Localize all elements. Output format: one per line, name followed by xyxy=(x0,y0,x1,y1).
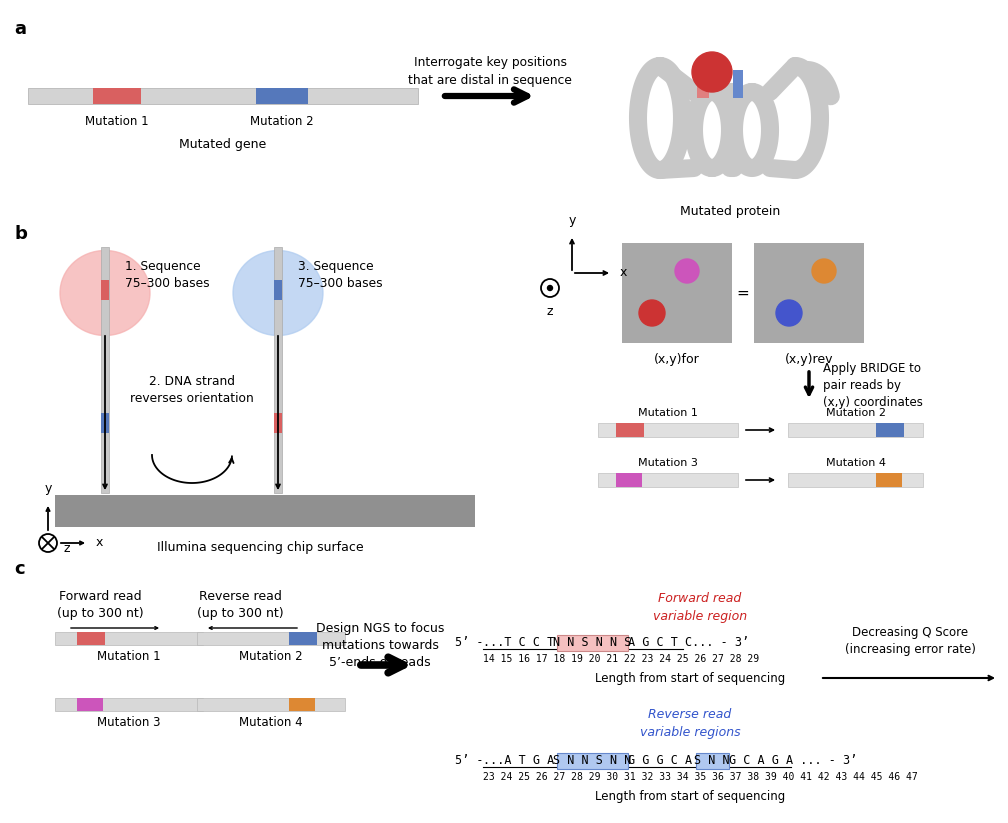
FancyBboxPatch shape xyxy=(788,473,923,487)
Text: Mutation 3: Mutation 3 xyxy=(97,716,160,729)
FancyBboxPatch shape xyxy=(101,280,109,300)
FancyBboxPatch shape xyxy=(101,413,109,433)
FancyBboxPatch shape xyxy=(197,632,345,645)
Text: Mutation 1: Mutation 1 xyxy=(86,115,149,128)
Text: S N N: S N N xyxy=(695,754,730,766)
FancyBboxPatch shape xyxy=(788,423,923,437)
Text: (x,y)rev: (x,y)rev xyxy=(785,353,834,366)
FancyBboxPatch shape xyxy=(876,473,902,487)
Circle shape xyxy=(547,286,552,291)
Circle shape xyxy=(692,52,732,92)
Text: A G C T C... - 3’: A G C T C... - 3’ xyxy=(628,635,749,649)
Text: y: y xyxy=(569,214,576,227)
FancyBboxPatch shape xyxy=(55,632,203,645)
Ellipse shape xyxy=(60,250,150,336)
FancyBboxPatch shape xyxy=(197,698,345,711)
Text: Decreasing Q Score
(increasing error rate): Decreasing Q Score (increasing error rat… xyxy=(845,626,976,656)
Circle shape xyxy=(639,300,665,326)
FancyBboxPatch shape xyxy=(598,423,738,437)
Text: Forward read
variable region: Forward read variable region xyxy=(653,592,747,623)
Text: Reverse read
variable regions: Reverse read variable regions xyxy=(640,708,740,739)
FancyBboxPatch shape xyxy=(598,473,738,487)
FancyBboxPatch shape xyxy=(696,753,729,769)
Text: Mutated protein: Mutated protein xyxy=(679,205,780,218)
FancyBboxPatch shape xyxy=(274,413,282,433)
Text: Mutation 2: Mutation 2 xyxy=(239,650,302,663)
FancyBboxPatch shape xyxy=(55,495,475,527)
FancyBboxPatch shape xyxy=(93,88,141,104)
Text: S N N S N N: S N N S N N xyxy=(553,754,632,766)
Text: Mutation 3: Mutation 3 xyxy=(638,458,698,468)
FancyBboxPatch shape xyxy=(77,632,105,645)
Text: c: c xyxy=(14,560,24,578)
Text: G C A G A ... - 3’: G C A G A ... - 3’ xyxy=(729,754,857,766)
Text: Reverse read
(up to 300 nt): Reverse read (up to 300 nt) xyxy=(197,590,283,620)
FancyBboxPatch shape xyxy=(616,423,644,437)
Text: Interrogate key positions
that are distal in sequence: Interrogate key positions that are dista… xyxy=(408,56,572,87)
Text: Mutation 1: Mutation 1 xyxy=(97,650,161,663)
Ellipse shape xyxy=(233,250,323,336)
Text: z: z xyxy=(64,542,71,555)
FancyBboxPatch shape xyxy=(289,698,314,711)
FancyBboxPatch shape xyxy=(616,473,642,487)
Text: Mutation 2: Mutation 2 xyxy=(826,408,885,418)
FancyBboxPatch shape xyxy=(55,698,203,711)
FancyBboxPatch shape xyxy=(28,88,418,104)
Text: Mutation 2: Mutation 2 xyxy=(250,115,313,128)
Text: Length from start of sequencing: Length from start of sequencing xyxy=(595,672,785,685)
Text: 1. Sequence
75–300 bases: 1. Sequence 75–300 bases xyxy=(125,260,210,290)
Text: Apply BRIDGE to
pair reads by
(x,y) coordinates: Apply BRIDGE to pair reads by (x,y) coor… xyxy=(823,361,923,408)
FancyBboxPatch shape xyxy=(557,753,628,769)
FancyBboxPatch shape xyxy=(274,280,282,300)
Text: 5’ -: 5’ - xyxy=(455,754,484,766)
Text: Mutation 4: Mutation 4 xyxy=(826,458,885,468)
FancyBboxPatch shape xyxy=(876,423,904,437)
FancyBboxPatch shape xyxy=(256,88,308,104)
Circle shape xyxy=(675,259,699,283)
FancyBboxPatch shape xyxy=(557,635,628,651)
Text: b: b xyxy=(14,225,27,243)
Text: ...T C C T C: ...T C C T C xyxy=(483,635,569,649)
FancyBboxPatch shape xyxy=(289,632,317,645)
FancyBboxPatch shape xyxy=(101,247,109,493)
Text: 3. Sequence
75–300 bases: 3. Sequence 75–300 bases xyxy=(298,260,383,290)
Text: =: = xyxy=(737,286,749,300)
Circle shape xyxy=(812,259,836,283)
FancyBboxPatch shape xyxy=(697,70,709,98)
Circle shape xyxy=(776,300,802,326)
Text: Illumina sequencing chip surface: Illumina sequencing chip surface xyxy=(156,541,363,554)
Text: ...A T G A T: ...A T G A T xyxy=(483,754,569,766)
Text: N N S N N S: N N S N N S xyxy=(553,635,632,649)
Text: y: y xyxy=(44,482,51,495)
FancyBboxPatch shape xyxy=(622,243,732,343)
Text: (x,y)for: (x,y)for xyxy=(654,353,700,366)
Text: Forward read
(up to 300 nt): Forward read (up to 300 nt) xyxy=(56,590,143,620)
Text: 5’ -: 5’ - xyxy=(455,635,484,649)
FancyBboxPatch shape xyxy=(733,70,743,98)
Text: G G G C A G: G G G C A G xyxy=(628,754,706,766)
Text: a: a xyxy=(14,20,26,38)
Text: x: x xyxy=(620,267,627,280)
Text: Mutation 4: Mutation 4 xyxy=(239,716,302,729)
FancyBboxPatch shape xyxy=(274,247,282,493)
Text: 2. DNA strand
reverses orientation: 2. DNA strand reverses orientation xyxy=(130,375,254,405)
Text: Mutation 1: Mutation 1 xyxy=(638,408,698,418)
Text: 14 15 16 17 18 19 20 21 22 23 24 25 26 27 28 29: 14 15 16 17 18 19 20 21 22 23 24 25 26 2… xyxy=(483,654,759,664)
Text: x: x xyxy=(96,537,104,550)
Text: Design NGS to focus
mutations towards
5’-ends of reads: Design NGS to focus mutations towards 5’… xyxy=(316,622,445,669)
Text: 23 24 25 26 27 28 29 30 31 32 33 34 35 36 37 38 39 40 41 42 43 44 45 46 47: 23 24 25 26 27 28 29 30 31 32 33 34 35 3… xyxy=(483,772,917,782)
FancyBboxPatch shape xyxy=(754,243,864,343)
FancyBboxPatch shape xyxy=(77,698,103,711)
Text: Length from start of sequencing: Length from start of sequencing xyxy=(595,790,785,803)
Text: Mutated gene: Mutated gene xyxy=(179,138,267,151)
Text: z: z xyxy=(546,305,553,318)
